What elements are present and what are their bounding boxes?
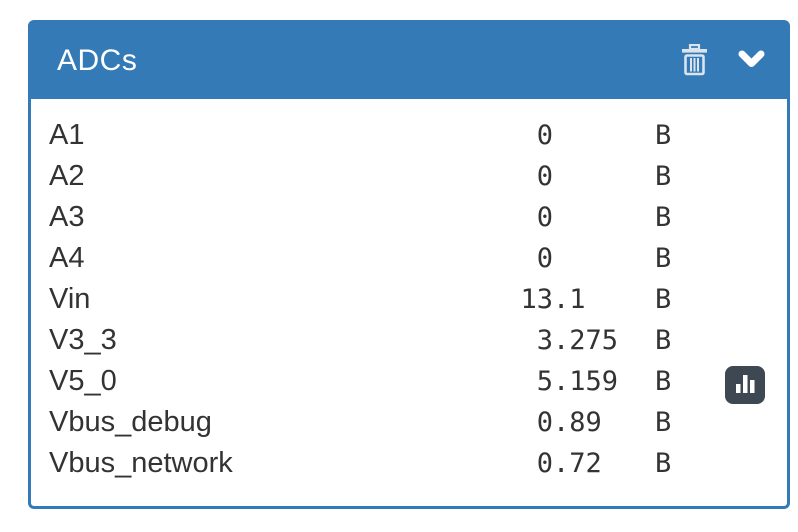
adc-value: 0.89 xyxy=(409,402,602,443)
adc-value-frac: .159 xyxy=(553,366,619,397)
adc-value-int: 0 xyxy=(536,202,553,233)
panel-body: A1 0 B A2 0 B A3 0 B A4 0 B Vin 13.1 B V… xyxy=(31,99,787,506)
adc-unit: B xyxy=(655,243,672,274)
adc-row: Vin 13.1 B xyxy=(31,279,787,320)
collapse-panel-button[interactable] xyxy=(738,50,765,72)
adc-value-int: 13 xyxy=(520,284,553,315)
adc-unit: B xyxy=(655,161,672,192)
adc-row: A2 0 B xyxy=(31,156,787,197)
adc-label: V3_3 xyxy=(49,324,117,356)
adc-label: Vin xyxy=(49,283,91,315)
adc-unit: B xyxy=(655,202,672,233)
adc-value: 5.159 xyxy=(409,361,618,402)
adc-value: 0 xyxy=(409,238,553,279)
bar-chart-icon xyxy=(735,374,756,396)
delete-panel-button[interactable] xyxy=(681,43,708,79)
adc-value-int: 3 xyxy=(536,325,553,356)
adc-value-frac: .275 xyxy=(553,325,619,356)
adc-label: A4 xyxy=(49,242,85,274)
chart-toggle-button[interactable] xyxy=(725,366,765,404)
adc-unit: B xyxy=(655,284,672,315)
adc-row: A4 0 B xyxy=(31,238,787,279)
adc-value-int: 5 xyxy=(536,366,553,397)
adc-label: A3 xyxy=(49,201,85,233)
adcs-panel: ADCs xyxy=(28,20,790,509)
adc-value-int: 0 xyxy=(536,120,553,151)
adc-row: Vbus_debug 0.89 B xyxy=(31,402,787,443)
adc-value-frac: .1 xyxy=(553,284,586,315)
adc-value-frac: .89 xyxy=(553,407,602,438)
adc-value: 13.1 xyxy=(409,279,586,320)
adc-value: 0 xyxy=(409,156,553,197)
adc-label: V5_0 xyxy=(49,365,117,397)
adc-row: A1 0 B xyxy=(31,115,787,156)
adc-row: A3 0 B xyxy=(31,197,787,238)
adc-row: Vbus_network 0.72 B xyxy=(31,443,787,484)
adc-label: A1 xyxy=(49,119,85,151)
adc-label: A2 xyxy=(49,160,85,192)
adc-unit: B xyxy=(655,325,672,356)
adc-value-frac: .72 xyxy=(553,448,602,479)
chevron-down-icon xyxy=(738,50,765,72)
panel-title: ADCs xyxy=(57,44,138,77)
adc-value: 0 xyxy=(409,197,553,238)
adc-row: V5_0 5.159 B xyxy=(31,361,787,404)
adc-unit: B xyxy=(655,407,672,438)
trash-icon xyxy=(681,43,708,79)
adc-label: Vbus_debug xyxy=(49,406,212,438)
adc-value-int: 0 xyxy=(536,243,553,274)
adc-unit: B xyxy=(655,366,672,397)
adc-value-int: 0 xyxy=(536,448,553,479)
adc-value: 3.275 xyxy=(409,320,618,361)
adc-value: 0 xyxy=(409,115,553,156)
adc-label: Vbus_network xyxy=(49,447,233,479)
adc-row: V3_3 3.275 B xyxy=(31,320,787,361)
adc-unit: B xyxy=(655,448,672,479)
adc-value: 0.72 xyxy=(409,443,602,484)
adc-value-int: 0 xyxy=(536,407,553,438)
adc-value-int: 0 xyxy=(536,161,553,192)
panel-header-actions xyxy=(681,23,765,99)
adc-unit: B xyxy=(655,120,672,151)
panel-header: ADCs xyxy=(31,23,787,99)
